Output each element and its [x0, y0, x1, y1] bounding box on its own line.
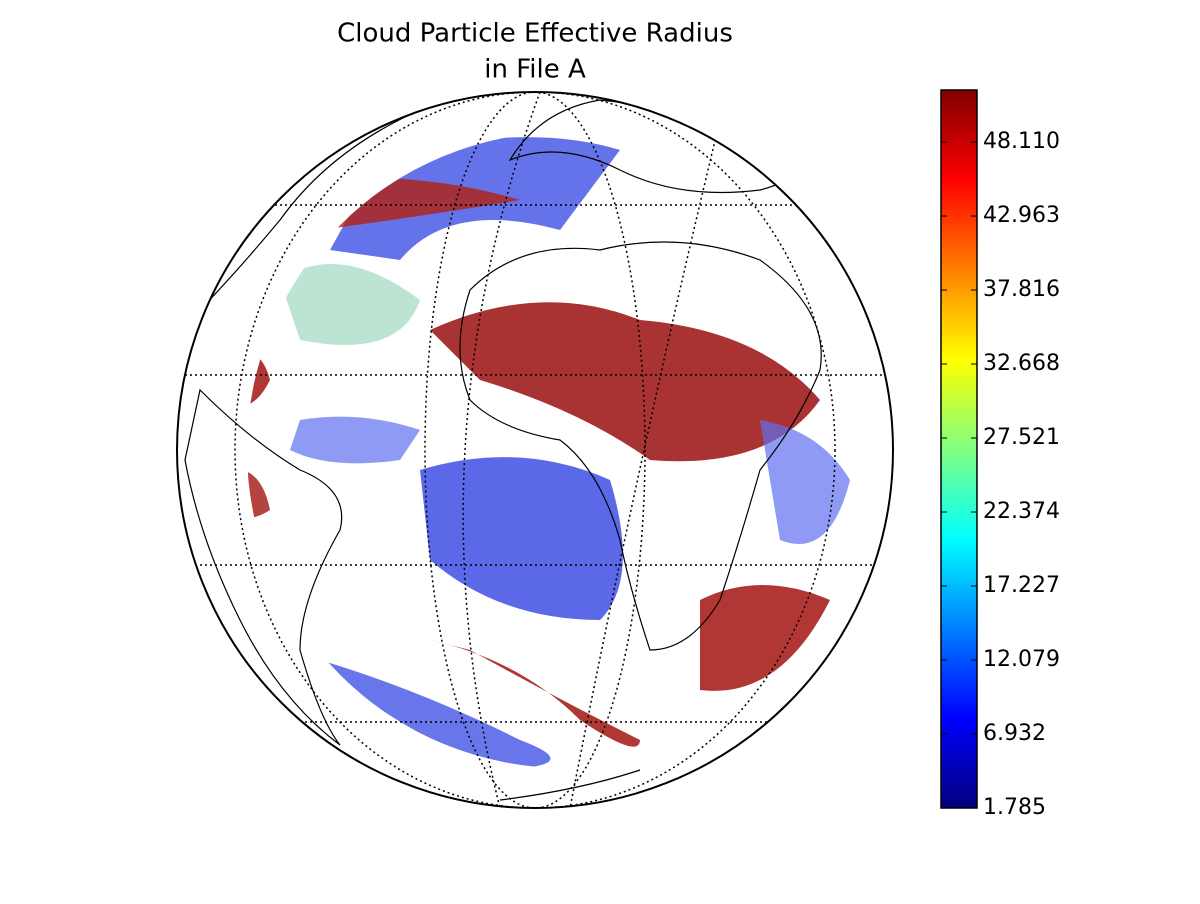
colorbar-tick-label: 22.374 [983, 499, 1060, 524]
satellite-image [247, 132, 860, 768]
colorbar: 1.785 6.932 12.079 17.227 22.374 27.521 32.668… [940, 89, 1060, 820]
colorbar-tick-label: 12.079 [983, 647, 1060, 672]
colorbar-tick-label: 48.110 [983, 129, 1060, 154]
colorbar-tick-label: 42.963 [983, 203, 1060, 228]
globe-outline [176, 91, 894, 809]
colorbar-tick-label: 6.932 [983, 721, 1046, 746]
chart-title: in File A [484, 55, 586, 85]
graticule [180, 92, 890, 808]
colorbar-tick-label: 1.785 [983, 795, 1046, 820]
colorbar-tick-label: 32.668 [983, 351, 1060, 376]
colorbar-tick-label: 17.227 [983, 573, 1060, 598]
chart-title: Cloud Particle Effective Radius [337, 19, 733, 49]
colorbar-tick-label: 27.521 [983, 425, 1060, 450]
colorbar-tick-label: 37.816 [983, 277, 1060, 302]
colorbar-fill [940, 89, 978, 809]
